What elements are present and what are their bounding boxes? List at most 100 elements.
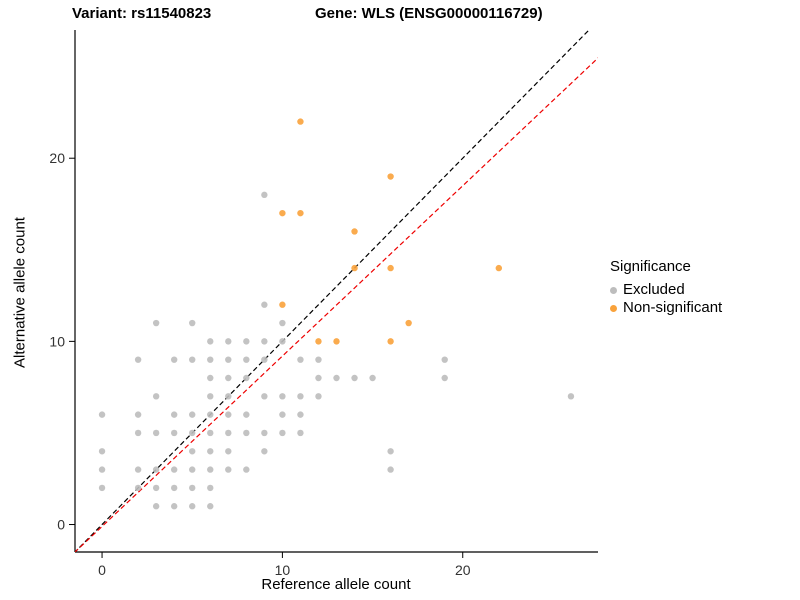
- data-point: [297, 209, 304, 217]
- data-point: [189, 356, 196, 363]
- data-point: [297, 393, 304, 400]
- data-point: [243, 374, 250, 382]
- data-point: [225, 356, 232, 363]
- data-point: [387, 448, 394, 455]
- data-point: [207, 338, 214, 345]
- data-point: [225, 466, 232, 473]
- fit-line: [75, 57, 598, 552]
- data-point: [279, 301, 286, 308]
- data-point: [207, 448, 214, 455]
- data-point: [315, 356, 322, 363]
- data-point: [207, 466, 214, 473]
- data-point: [225, 411, 232, 418]
- data-point: [333, 338, 340, 345]
- data-point: [170, 503, 178, 510]
- data-point: [134, 466, 142, 473]
- data-point: [279, 209, 286, 217]
- data-point: [134, 484, 142, 492]
- gene-title: Gene: WLS (ENSG00000116729): [315, 5, 543, 22]
- data-point: [207, 484, 214, 492]
- data-point: [261, 393, 268, 400]
- data-point: [134, 411, 142, 418]
- identity-line: [75, 30, 590, 552]
- variant-title: Variant: rs11540823: [72, 5, 212, 22]
- data-point: [134, 356, 142, 363]
- data-point: [207, 374, 214, 382]
- data-point: [333, 374, 340, 382]
- data-point: [98, 411, 106, 418]
- data-point: [189, 484, 196, 492]
- data-point: [261, 356, 268, 363]
- data-point: [189, 503, 196, 510]
- reference-lines: [75, 30, 598, 552]
- y-tick-label: 0: [57, 517, 65, 533]
- data-point: [225, 448, 232, 455]
- data-point: [152, 393, 160, 400]
- data-point: [243, 356, 250, 363]
- x-tick-label: 0: [98, 562, 106, 578]
- legend-title: Significance: [610, 258, 691, 275]
- data-point: [152, 429, 160, 437]
- legend: Significance Excluded Non-significant: [610, 258, 722, 317]
- data-point: [207, 429, 214, 437]
- data-point: [297, 411, 304, 418]
- data-point: [243, 338, 250, 345]
- data-point: [387, 466, 394, 473]
- data-point: [441, 356, 448, 363]
- data-point: [189, 411, 196, 418]
- x-tick-label: 20: [455, 562, 471, 578]
- data-point: [170, 356, 178, 363]
- data-point: [387, 173, 394, 180]
- data-point: [243, 429, 250, 437]
- data-point: [98, 484, 106, 492]
- data-point: [315, 374, 322, 382]
- data-point: [152, 484, 160, 492]
- data-point: [495, 264, 503, 272]
- data-point: [170, 429, 178, 437]
- data-point: [225, 393, 232, 400]
- data-point: [279, 429, 286, 437]
- data-point: [279, 319, 286, 327]
- data-point: [279, 338, 286, 345]
- data-point: [225, 338, 232, 345]
- data-point: [207, 356, 214, 363]
- data-point: [279, 393, 286, 400]
- data-point: [189, 448, 196, 455]
- data-point: [387, 338, 394, 345]
- data-point: [170, 466, 178, 473]
- data-point: [261, 338, 268, 345]
- data-point: [189, 466, 196, 473]
- data-point: [351, 264, 358, 272]
- data-point: [369, 374, 376, 382]
- data-point: [297, 429, 304, 437]
- series-non-significant: [279, 118, 503, 345]
- data-point: [261, 301, 268, 308]
- data-point: [152, 466, 160, 473]
- data-point: [225, 374, 232, 382]
- y-axis-label: Alternative allele count: [11, 217, 29, 368]
- data-point: [387, 264, 394, 272]
- data-point: [170, 484, 178, 492]
- data-point: [297, 356, 304, 363]
- data-point: [134, 429, 142, 437]
- data-point: [152, 319, 160, 327]
- data-point: [351, 374, 358, 382]
- data-point: [261, 191, 268, 199]
- legend-item-excluded: Excluded: [610, 281, 722, 299]
- data-point: [98, 448, 106, 455]
- data-point: [261, 448, 268, 455]
- data-point: [297, 118, 304, 125]
- non-significant-dot-icon: [610, 304, 617, 312]
- data-point: [207, 393, 214, 400]
- x-axis-label: Reference allele count: [261, 576, 411, 593]
- data-point: [152, 503, 160, 510]
- legend-label-excluded: Excluded: [623, 281, 685, 298]
- excluded-dot-icon: [610, 286, 617, 294]
- data-point: [441, 374, 448, 382]
- legend-item-non-significant: Non-significant: [610, 299, 722, 317]
- x-tick-label: 10: [275, 562, 291, 578]
- data-point: [170, 411, 178, 418]
- legend-label-non-significant: Non-significant: [623, 299, 723, 316]
